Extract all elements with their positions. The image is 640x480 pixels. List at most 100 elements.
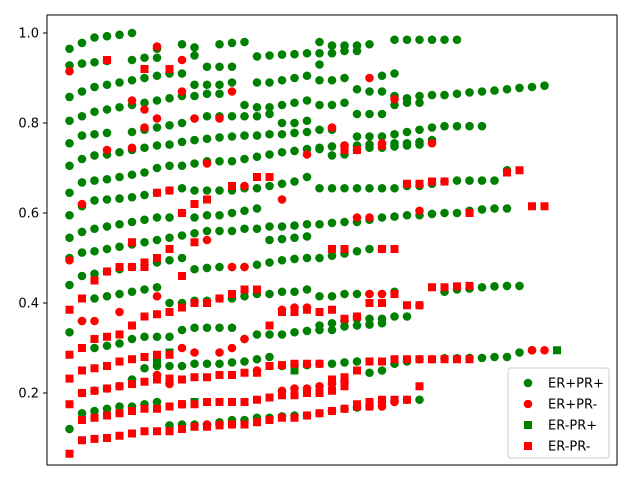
data-point bbox=[427, 35, 437, 45]
data-point bbox=[165, 298, 174, 308]
data-point bbox=[327, 151, 337, 160]
data-point bbox=[78, 366, 86, 375]
data-point bbox=[227, 78, 237, 87]
data-point bbox=[90, 343, 99, 353]
data-point bbox=[290, 384, 299, 393]
data-point bbox=[153, 254, 161, 262]
data-point bbox=[477, 87, 487, 96]
data-point bbox=[115, 357, 124, 366]
legend-marker bbox=[523, 399, 533, 409]
data-point bbox=[190, 186, 199, 195]
legend-label: ER-PR- bbox=[548, 440, 591, 455]
data-point bbox=[353, 146, 361, 154]
data-point bbox=[290, 73, 299, 83]
data-point bbox=[152, 123, 162, 132]
data-point bbox=[315, 409, 324, 418]
data-point bbox=[265, 109, 274, 119]
legend: ER+PR+ ER+PR- ER-PR+ ER-PR- bbox=[507, 367, 610, 459]
data-point bbox=[215, 398, 224, 406]
data-point bbox=[202, 226, 212, 236]
data-point bbox=[265, 150, 274, 159]
data-point bbox=[140, 258, 149, 267]
data-point bbox=[452, 121, 462, 131]
data-point bbox=[128, 429, 136, 438]
data-point bbox=[365, 132, 374, 141]
data-point bbox=[252, 78, 262, 87]
data-point bbox=[202, 263, 212, 273]
data-point bbox=[427, 123, 437, 132]
data-point bbox=[90, 176, 99, 185]
data-point bbox=[327, 100, 337, 110]
data-point bbox=[490, 176, 499, 185]
data-point bbox=[102, 174, 112, 184]
data-point bbox=[290, 413, 299, 422]
data-point bbox=[127, 143, 137, 153]
data-point bbox=[302, 96, 312, 105]
data-point bbox=[190, 80, 199, 90]
data-point bbox=[65, 116, 74, 126]
data-point bbox=[215, 210, 224, 220]
data-point bbox=[377, 213, 387, 222]
data-point bbox=[227, 62, 237, 72]
data-point bbox=[453, 282, 461, 291]
data-point bbox=[152, 114, 162, 123]
data-point bbox=[177, 361, 187, 371]
data-point bbox=[253, 395, 261, 404]
data-point bbox=[252, 102, 262, 112]
data-point bbox=[228, 290, 236, 298]
data-point bbox=[177, 231, 187, 240]
data-point bbox=[253, 285, 261, 294]
data-point bbox=[77, 271, 87, 281]
data-point bbox=[340, 183, 349, 193]
data-point bbox=[165, 402, 174, 411]
data-point bbox=[352, 183, 362, 193]
data-point bbox=[65, 92, 74, 102]
data-point bbox=[228, 420, 236, 429]
data-point bbox=[402, 35, 412, 45]
data-point bbox=[403, 179, 411, 188]
data-point bbox=[290, 254, 299, 264]
data-point bbox=[502, 281, 512, 291]
data-point bbox=[265, 102, 274, 112]
data-point bbox=[165, 350, 174, 359]
data-point bbox=[302, 71, 312, 81]
data-point bbox=[103, 332, 111, 341]
data-point bbox=[277, 100, 287, 110]
data-point bbox=[252, 183, 262, 193]
data-point bbox=[103, 411, 111, 420]
data-point bbox=[290, 308, 299, 316]
data-point bbox=[102, 128, 112, 138]
data-point bbox=[377, 132, 387, 141]
data-point bbox=[165, 140, 174, 149]
data-point bbox=[65, 66, 74, 76]
data-point bbox=[378, 400, 386, 409]
data-point bbox=[90, 33, 99, 42]
data-point bbox=[365, 244, 374, 254]
data-point bbox=[65, 374, 74, 383]
data-point bbox=[302, 253, 312, 263]
data-point bbox=[315, 75, 324, 85]
data-point bbox=[365, 87, 374, 96]
data-point bbox=[65, 280, 74, 290]
data-point bbox=[78, 389, 86, 397]
data-point bbox=[540, 81, 549, 90]
data-point bbox=[315, 325, 324, 335]
data-point bbox=[102, 244, 112, 254]
data-point bbox=[240, 154, 249, 164]
data-point bbox=[278, 308, 286, 316]
data-point bbox=[327, 318, 337, 328]
data-point bbox=[90, 413, 99, 422]
data-point bbox=[203, 299, 211, 307]
data-point bbox=[102, 145, 112, 155]
data-point bbox=[352, 321, 362, 330]
data-point bbox=[390, 245, 399, 253]
data-point bbox=[152, 163, 162, 173]
y-tick-label: 0.6 bbox=[18, 207, 39, 222]
data-point bbox=[515, 83, 524, 93]
data-point bbox=[140, 215, 149, 225]
data-point bbox=[352, 357, 362, 366]
data-point bbox=[78, 436, 86, 445]
data-point bbox=[227, 208, 237, 218]
data-point bbox=[65, 161, 74, 171]
data-point bbox=[190, 422, 199, 431]
